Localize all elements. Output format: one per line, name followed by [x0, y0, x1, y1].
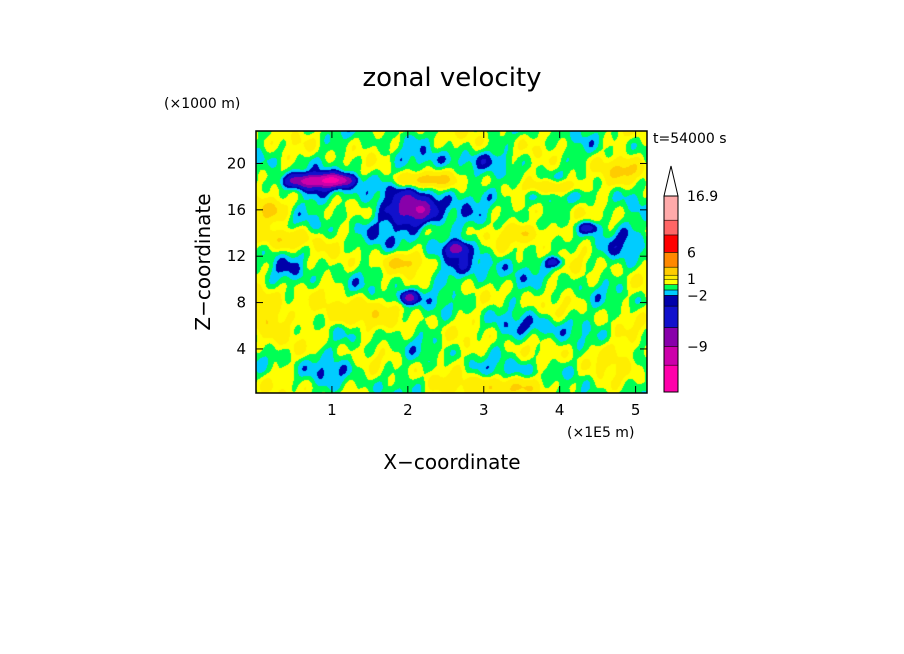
x-axis-ticks: 1 2 3 4 5	[327, 131, 640, 419]
y-tick-label: 16	[227, 201, 246, 219]
colorbar-swatch	[663, 305, 679, 328]
colorbar-swatch	[663, 346, 679, 366]
y-tick-label: 20	[227, 154, 246, 172]
colorbar-label: 1	[687, 272, 696, 288]
contour-field-container	[256, 131, 647, 393]
x-tick-label: 2	[403, 401, 413, 419]
x-tick-label: 4	[555, 401, 565, 419]
contour-field	[256, 131, 647, 393]
y-axis-ticks: 4 8 12 16 20	[227, 154, 647, 358]
colorbar-swatch	[663, 274, 679, 280]
x-tick-label: 5	[631, 401, 641, 419]
colorbar-swatch	[663, 252, 679, 268]
colorbar-swatch	[663, 289, 679, 296]
y-tick-label: 4	[236, 340, 246, 358]
x-tick-label: 1	[327, 401, 337, 419]
x-axis-unit: (×1E5 m)	[567, 425, 634, 441]
y-tick-label: 12	[227, 247, 246, 265]
time-label: t=54000 s	[653, 131, 727, 147]
colorbar-swatch	[663, 295, 679, 307]
colorbar-frame	[663, 195, 679, 393]
colorbar: 16.9 6 1−2 −9	[663, 165, 718, 393]
x-axis-label: X−coordinate	[383, 450, 520, 474]
colorbar-swatch	[663, 266, 679, 276]
colorbar-swatch	[663, 195, 679, 221]
colorbar-swatch	[663, 219, 679, 236]
colorbar-swatch	[663, 364, 679, 393]
colorbar-label: 16.9	[687, 189, 718, 205]
colorbar-swatch	[663, 284, 679, 291]
colorbar-label: −9	[687, 339, 708, 355]
x-tick-label: 3	[479, 401, 489, 419]
colorbar-swatch	[663, 278, 679, 285]
y-axis-unit: (×1000 m)	[164, 96, 240, 112]
colorbar-swatch	[663, 234, 679, 253]
plot-frame	[255, 130, 648, 394]
y-tick-label: 8	[236, 294, 246, 312]
colorbar-extend-arrow	[663, 165, 679, 197]
y-axis-label: Z−coordinate	[191, 193, 215, 330]
chart-title: zonal velocity	[362, 63, 541, 93]
colorbar-swatch	[663, 327, 679, 347]
colorbar-label: 6	[687, 245, 696, 261]
colorbar-label: −2	[687, 288, 708, 304]
